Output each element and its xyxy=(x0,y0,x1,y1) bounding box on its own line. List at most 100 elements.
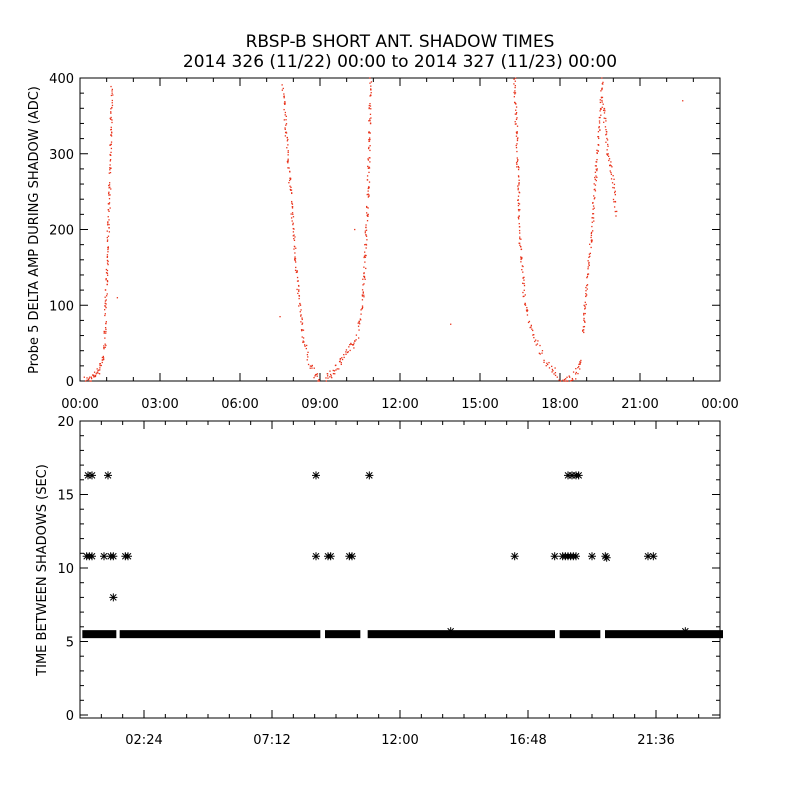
shadow-point xyxy=(600,97,603,99)
shadow-point xyxy=(516,143,518,145)
shadow-point xyxy=(105,299,107,301)
shadow-point xyxy=(597,131,600,133)
shadow-point xyxy=(284,111,287,114)
interval-band-5s xyxy=(82,630,117,639)
shadow-point xyxy=(111,90,113,92)
shadow-point xyxy=(610,164,612,167)
shadow-point xyxy=(595,175,597,177)
shadow-point xyxy=(516,160,519,163)
shadow-point xyxy=(309,365,312,367)
shadow-point xyxy=(606,139,609,141)
shadow-point xyxy=(517,199,519,201)
interval-point xyxy=(588,552,596,561)
shadow-point xyxy=(110,85,112,88)
shadow-point xyxy=(588,263,590,265)
shadow-point xyxy=(109,164,111,166)
top-x-tick-label: 12:00 xyxy=(381,397,418,412)
shadow-point xyxy=(105,303,107,305)
shadow-point xyxy=(111,102,113,104)
shadow-point xyxy=(610,178,613,180)
top-x-tick-label: 06:00 xyxy=(221,397,258,412)
shadow-point xyxy=(111,92,113,94)
shadow-point xyxy=(601,106,603,108)
shadow-point xyxy=(91,374,94,376)
shadow-point xyxy=(514,77,517,79)
shadow-point xyxy=(585,286,587,289)
shadow-point xyxy=(345,351,347,353)
shadow-point xyxy=(595,165,597,167)
shadow-point xyxy=(516,150,518,153)
shadow-point xyxy=(295,247,297,249)
shadow-point xyxy=(96,371,98,374)
shadow-point xyxy=(364,232,366,234)
shadow-point xyxy=(297,292,299,295)
shadow-point xyxy=(358,337,360,339)
shadow-point xyxy=(339,360,341,362)
shadow-point xyxy=(302,329,305,331)
shadow-point xyxy=(516,117,518,119)
shadow-point xyxy=(531,328,533,330)
shadow-point xyxy=(95,373,97,375)
shadow-point xyxy=(293,228,295,230)
shadow-point xyxy=(518,179,520,181)
bottom-x-tick-label: 21:36 xyxy=(637,733,674,748)
shadow-point xyxy=(525,309,528,311)
shadow-point xyxy=(516,157,518,159)
shadow-point xyxy=(368,131,370,133)
shadow-point xyxy=(362,291,364,293)
interval-point xyxy=(574,471,583,480)
shadow-point xyxy=(590,234,593,237)
shadow-point xyxy=(578,363,580,366)
shadow-point xyxy=(592,201,594,204)
shadow-point xyxy=(517,185,519,187)
shadow-point xyxy=(292,216,295,218)
shadow-point xyxy=(527,321,530,324)
shadow-point xyxy=(106,230,108,232)
top-y-tick-label: 200 xyxy=(49,224,74,239)
shadow-point xyxy=(110,134,112,136)
shadow-point xyxy=(355,339,357,341)
shadow-point xyxy=(367,167,370,169)
shadow-point xyxy=(517,218,520,220)
interval-point xyxy=(326,552,335,561)
shadow-point xyxy=(366,193,368,196)
shadow-point xyxy=(526,309,529,312)
shadow-point xyxy=(522,295,524,298)
shadow-point xyxy=(98,373,101,375)
shadow-point xyxy=(601,96,604,99)
top-x-tick-label: 15:00 xyxy=(461,397,498,412)
shadow-point xyxy=(110,126,112,128)
shadow-point xyxy=(598,137,600,140)
shadow-point xyxy=(579,362,581,365)
shadow-point xyxy=(532,334,534,336)
shadow-point xyxy=(553,373,555,375)
shadow-point xyxy=(526,310,528,313)
shadow-point xyxy=(360,319,362,321)
shadow-point xyxy=(599,110,601,112)
shadow-point xyxy=(518,210,520,212)
shadow-point xyxy=(301,318,303,321)
shadow-point xyxy=(598,120,601,122)
shadow-point xyxy=(565,378,567,380)
shadow-point xyxy=(287,162,289,164)
shadow-point xyxy=(558,379,560,381)
shadow-point xyxy=(606,153,608,155)
shadow-point xyxy=(368,132,370,134)
shadow-point xyxy=(298,290,300,292)
shadow-point xyxy=(370,89,372,91)
shadow-point xyxy=(526,314,529,316)
shadow-point xyxy=(521,265,524,267)
shadow-point xyxy=(517,216,520,219)
shadow-point xyxy=(358,329,360,331)
shadow-point xyxy=(585,292,587,295)
bottom-y-tick-label: 15 xyxy=(57,489,74,504)
shadow-point xyxy=(106,269,109,272)
shadow-point xyxy=(515,162,518,164)
shadow-point xyxy=(528,320,531,323)
interval-point xyxy=(312,552,320,561)
shadow-point xyxy=(90,376,93,378)
shadow-point xyxy=(281,89,283,91)
shadow-point xyxy=(584,307,587,309)
shadow-point xyxy=(559,380,562,382)
shadow-point xyxy=(587,260,589,262)
